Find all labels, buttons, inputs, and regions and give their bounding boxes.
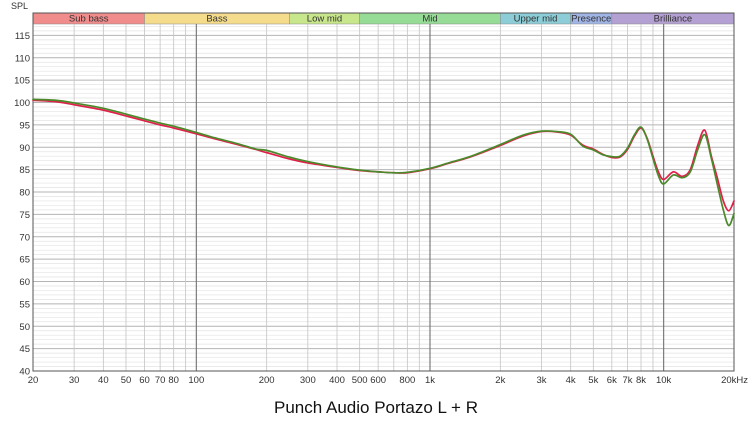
x-tick-label: 40: [98, 375, 109, 386]
x-tick-label: 5k: [588, 375, 598, 386]
x-tick-label: 1k: [425, 375, 435, 386]
x-axis-tick-labels: 20 30 40 50 60 70 80 100 200 300 400 500 600 800 1k 2k 3…: [28, 375, 749, 386]
x-tick-label: 6k: [607, 375, 617, 386]
chart-title: Punch Audio Portazo L + R: [274, 398, 478, 417]
y-tick-label: 70: [19, 232, 30, 243]
band-label-brilliance: Brilliance: [654, 14, 693, 25]
x-tick-label: 7k: [622, 375, 632, 386]
band-label-presence: Presence: [571, 14, 611, 25]
series-lines: [32, 98, 735, 227]
x-tick-label: 20kHz: [721, 375, 748, 386]
x-tick-label: 30: [69, 375, 80, 386]
grid: [33, 24, 734, 371]
y-tick-label: 40: [19, 367, 30, 378]
y-tick-label: 105: [14, 76, 30, 87]
x-tick-label: 10k: [656, 375, 672, 386]
x-tick-label: 2k: [495, 375, 505, 386]
plot-frame: [32, 12, 735, 372]
band-label-low-mid: Low mid: [307, 14, 342, 25]
x-tick-label: 100: [188, 375, 204, 386]
band-label-upper-mid: Upper mid: [514, 14, 558, 25]
y-tick-label: 90: [19, 143, 30, 154]
y-tick-label: 80: [19, 188, 30, 199]
x-tick-label: 800: [399, 375, 415, 386]
y-tick-label: 50: [19, 322, 30, 333]
y-tick-label: 60: [19, 277, 30, 288]
y-tick-label: 100: [14, 98, 30, 109]
y-tick-label: 65: [19, 255, 30, 266]
y-axis-tick-labels: 40 45 50 55 60 65 70 75 80 85 90 95 100 105 110 115: [14, 31, 30, 378]
x-tick-label: 50: [121, 375, 132, 386]
x-tick-label: 200: [259, 375, 275, 386]
y-tick-label: 110: [15, 53, 30, 64]
band-label-sub-bass: Sub bass: [69, 14, 109, 25]
x-tick-label: 300: [300, 375, 316, 386]
x-tick-label: 60: [139, 375, 150, 386]
y-tick-label: 45: [19, 344, 30, 355]
y-tick-label: 95: [19, 120, 30, 131]
y-tick-label: 85: [19, 165, 30, 176]
x-tick-label: 3k: [536, 375, 546, 386]
y-tick-label: 55: [19, 299, 30, 310]
x-tick-label: 8k: [636, 375, 646, 386]
x-tick-label: 80: [168, 375, 179, 386]
series-line-2: [32, 98, 735, 227]
y-tick-label: 75: [19, 210, 30, 221]
x-tick-label: 20: [28, 375, 39, 386]
x-tick-label: 600: [370, 375, 386, 386]
frequency-band-strip: Sub bass Bass Low mid Mid Upper mid Presence B…: [32, 12, 735, 25]
x-tick-label: 70: [155, 375, 166, 386]
y-tick-label: 115: [15, 31, 30, 42]
x-tick-label: 500: [352, 375, 368, 386]
x-tick-label: 400: [329, 375, 345, 386]
band-label-bass: Bass: [206, 14, 227, 25]
y-axis-label: SPL: [11, 1, 28, 11]
band-label-mid: Mid: [422, 14, 437, 25]
x-tick-label: 4k: [566, 375, 576, 386]
